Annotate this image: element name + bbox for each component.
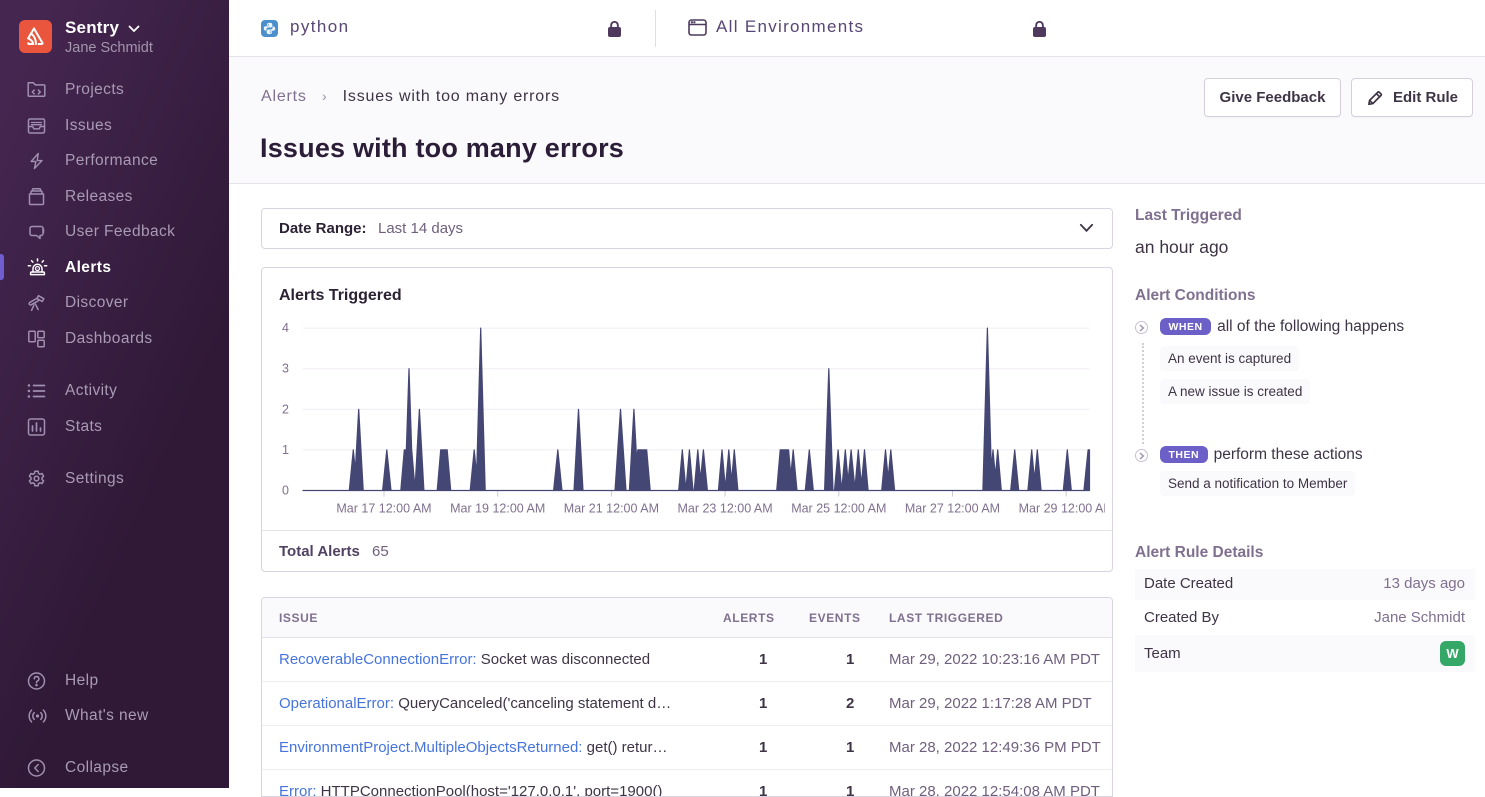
- svg-text:Mar 23 12:00 AM: Mar 23 12:00 AM: [677, 502, 772, 516]
- svg-text:3: 3: [282, 362, 289, 376]
- svg-text:Mar 25 12:00 AM: Mar 25 12:00 AM: [791, 502, 886, 516]
- svg-text:1: 1: [282, 443, 289, 457]
- svg-text:Mar 27 12:00 AM: Mar 27 12:00 AM: [905, 502, 1000, 516]
- svg-text:Mar 29 12:00 AM: Mar 29 12:00 AM: [1019, 502, 1105, 516]
- svg-text:4: 4: [282, 321, 289, 335]
- svg-text:Mar 19 12:00 AM: Mar 19 12:00 AM: [450, 502, 545, 516]
- svg-text:Mar 17 12:00 AM: Mar 17 12:00 AM: [336, 502, 431, 516]
- svg-text:0: 0: [282, 484, 289, 498]
- svg-text:Mar 21 12:00 AM: Mar 21 12:00 AM: [564, 502, 659, 516]
- svg-text:2: 2: [282, 402, 289, 416]
